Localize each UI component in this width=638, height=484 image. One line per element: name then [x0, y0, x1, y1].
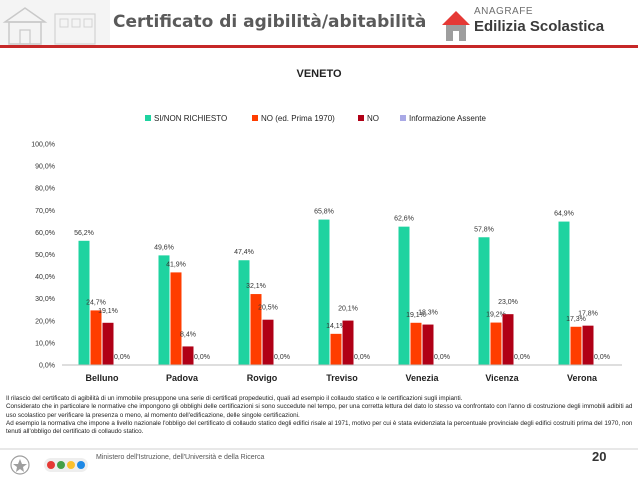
bar-6-2: [582, 325, 594, 365]
data-label-6-2: 17,8%: [578, 311, 598, 318]
bar-1-1: [170, 272, 182, 365]
bar-0-2: [102, 322, 114, 365]
bar-2-0: [238, 260, 250, 365]
bar-5-2: [502, 314, 514, 365]
data-label-4-2: 18,3%: [418, 310, 438, 317]
logo-caption: ANAGRAFE: [474, 6, 534, 17]
x-axis: Belluno Padova Rovigo Treviso Venezia Vicenza…: [62, 364, 622, 383]
bar-chart: VENETO SI/NON RICHIESTO NO (ed. Prima 197…: [31, 68, 622, 383]
bar-0-0: [78, 240, 90, 365]
anagrafe-logo: [438, 5, 638, 43]
ministry-name: Ministero dell'Istruzione, dell'Universi…: [96, 454, 265, 461]
category-label-5: Vicenza: [485, 373, 519, 383]
data-label-3-2: 20,1%: [338, 306, 358, 313]
y-tick-label-1: 10,0%: [35, 340, 55, 347]
bar-3-1: [330, 333, 342, 365]
y-tick-label-10: 100,0%: [31, 142, 55, 149]
bar-4-2: [422, 324, 434, 365]
data-label-2-2: 20,5%: [258, 305, 278, 312]
data-label-2-3: 0,0%: [274, 354, 290, 361]
logo-name: Edilizia Scolastica: [474, 18, 605, 35]
bar-6-1: [570, 326, 582, 365]
bar-5-0: [478, 237, 490, 365]
y-tick-label-7: 70,0%: [35, 208, 55, 215]
data-label-1-3: 0,0%: [194, 354, 210, 361]
legend-swatch-3: [400, 115, 406, 121]
data-label-1-0: 49,6%: [154, 244, 174, 251]
legend-label-3: Informazione Assente: [409, 114, 486, 123]
data-label-5-0: 57,8%: [474, 226, 494, 233]
bar-5-1: [490, 322, 502, 365]
category-label-1: Padova: [166, 373, 199, 383]
y-tick-label-4: 40,0%: [35, 274, 55, 281]
category-label-3: Treviso: [326, 373, 358, 383]
data-label-5-1: 19,2%: [486, 312, 506, 319]
data-label-3-0: 65,8%: [314, 209, 334, 216]
y-tick-label-6: 60,0%: [35, 230, 55, 237]
category-label-0: Belluno: [86, 373, 120, 383]
bar-2-1: [250, 294, 262, 365]
data-label-6-3: 0,0%: [594, 354, 610, 361]
chart-title: VENETO: [296, 68, 341, 80]
data-label-4-0: 62,6%: [394, 216, 414, 223]
page-title: Certificato di agibilità/abitabilità: [113, 12, 427, 32]
y-tick-label-2: 20,0%: [35, 318, 55, 325]
data-label-0-2: 19,1%: [98, 308, 118, 315]
data-label-0-3: 0,0%: [114, 354, 130, 361]
data-label-2-0: 47,4%: [234, 249, 254, 256]
bar-3-0: [318, 219, 330, 365]
y-tick-label-0: 0,0%: [39, 363, 55, 370]
data-label-6-0: 64,9%: [554, 211, 574, 218]
bar-3-2: [342, 320, 354, 365]
data-label-0-0: 56,2%: [74, 230, 94, 237]
header: Certificato di agibilità/abitabilità ANA…: [0, 0, 638, 48]
data-label-3-1: 14,1%: [326, 323, 346, 330]
footer: [0, 448, 638, 479]
footnote-paragraph-2: Considerato che in particolare le normat…: [6, 403, 633, 419]
house-logo-icon: [442, 11, 470, 41]
data-label-0-1: 24,7%: [86, 299, 106, 306]
data-label-6-1: 17,3%: [566, 316, 586, 323]
bar-2-2: [262, 319, 274, 365]
data-label-3-3: 0,0%: [354, 354, 370, 361]
data-label-1-1: 41,9%: [166, 261, 186, 268]
data-label-5-2: 23,0%: [498, 299, 518, 306]
footnote: Il rilascio del certificato di agibilità…: [6, 395, 634, 436]
legend-swatch-1: [252, 115, 258, 121]
footer-band: [0, 448, 638, 475]
category-label-2: Rovigo: [247, 373, 278, 383]
bar-4-0: [398, 226, 410, 365]
plot-area: 56,2% 24,7% 19,1% 0,0% 49,6% 41,9% 8,4% 0,0% 47,…: [74, 209, 610, 365]
legend-swatch-2: [358, 115, 364, 121]
category-label-6: Verona: [567, 373, 598, 383]
data-label-4-1: 19,1%: [406, 312, 426, 319]
y-tick-label-3: 30,0%: [35, 296, 55, 303]
y-tick-label-8: 80,0%: [35, 186, 55, 193]
legend-label-2: NO: [367, 114, 379, 123]
bar-4-1: [410, 322, 422, 365]
y-tick-label-5: 50,0%: [35, 252, 55, 259]
y-tick-label-9: 90,0%: [35, 164, 55, 171]
footnote-paragraph-3: Ad esempio la normativa che impone a liv…: [6, 419, 633, 436]
footnote-paragraph-1: Il rilascio del certificato di agibilità…: [6, 395, 463, 402]
header-divider: [0, 45, 638, 48]
y-axis: 0,0% 10,0% 20,0% 30,0% 40,0% 50,0% 60,0% 70,0% 8…: [31, 142, 55, 370]
data-label-5-3: 0,0%: [514, 354, 530, 361]
data-label-4-3: 0,0%: [434, 354, 450, 361]
bar-1-2: [182, 346, 194, 365]
legend-label-1: NO (ed. Prima 1970): [261, 114, 335, 123]
bar-0-1: [90, 310, 102, 365]
bar-6-0: [558, 221, 570, 365]
school-building-icon: [0, 0, 110, 46]
bar-1-0: [158, 255, 170, 365]
category-label-4: Venezia: [405, 373, 439, 383]
chart-legend: SI/NON RICHIESTO NO (ed. Prima 1970) NO Inf…: [145, 114, 486, 123]
legend-swatch-0: [145, 115, 151, 121]
data-label-2-1: 32,1%: [246, 283, 266, 290]
data-label-1-2: 8,4%: [180, 331, 196, 338]
page-number: 20: [592, 449, 607, 464]
legend-label-0: SI/NON RICHIESTO: [154, 114, 227, 123]
